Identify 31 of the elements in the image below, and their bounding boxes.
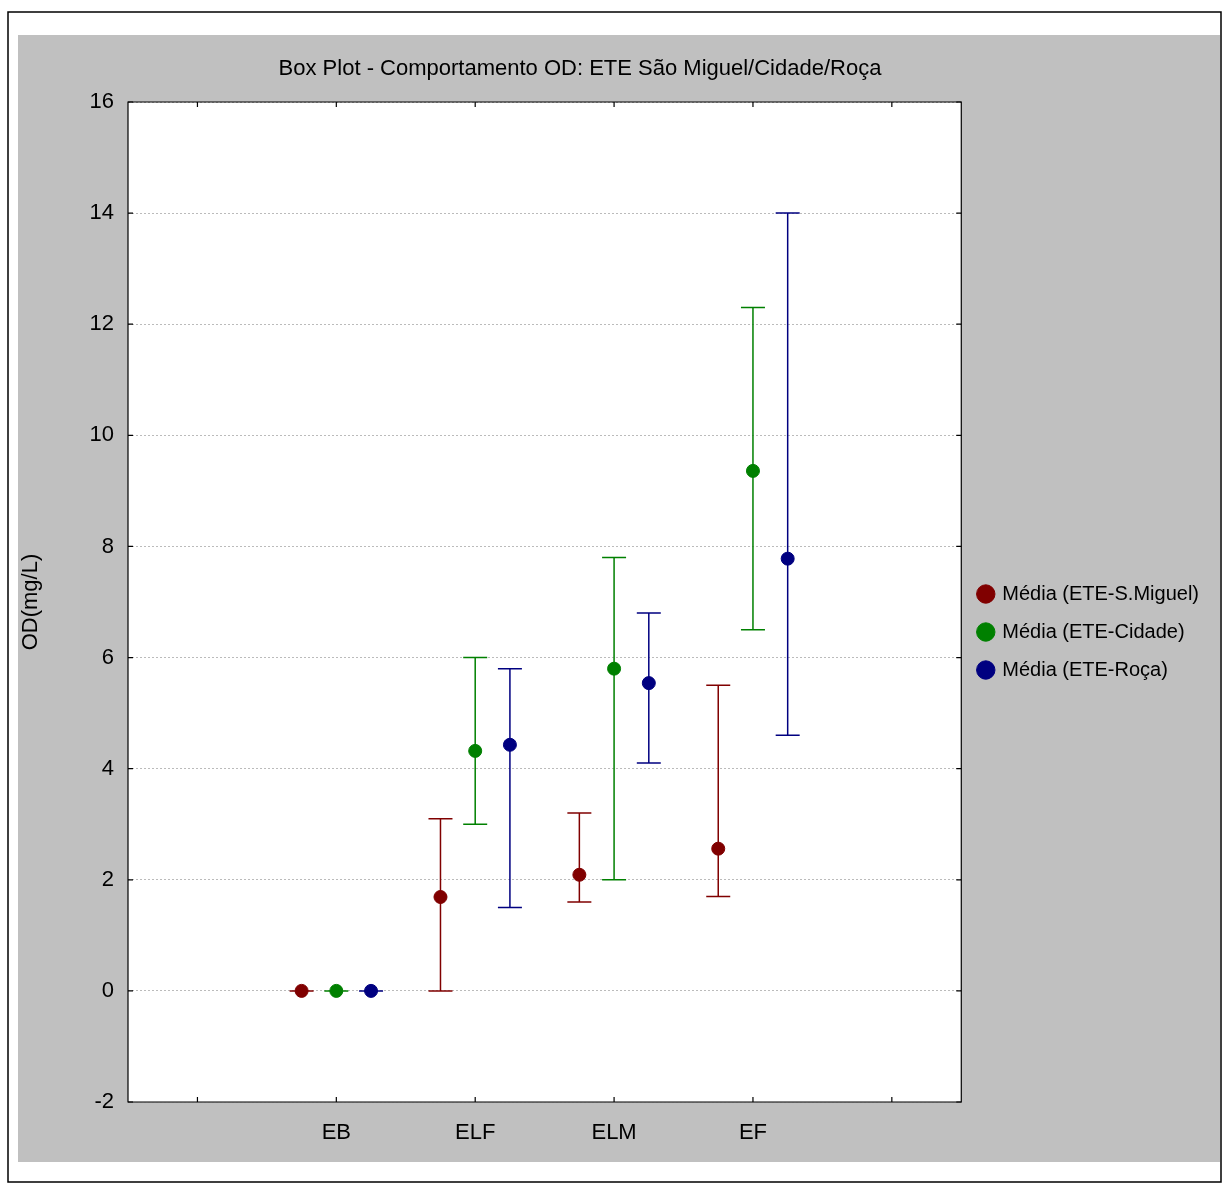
x-tick-label: EF	[738, 1119, 768, 1145]
y-tick-label: 14	[89, 199, 114, 225]
point	[468, 743, 483, 758]
x-tick-label: EB	[321, 1119, 351, 1145]
y-tick-label: 8	[101, 532, 114, 558]
y-tick-label: -2	[94, 1088, 114, 1114]
y-tick-label: 12	[89, 310, 114, 336]
y-tick-label: 10	[89, 421, 114, 447]
point	[364, 983, 379, 998]
y-tick-label: 16	[89, 88, 114, 114]
y-tick-label: 0	[101, 976, 114, 1002]
point	[745, 463, 760, 478]
chart-title: Box Plot - Comportamento OD: ETE São Miguel/Cidade/Roça	[278, 55, 883, 81]
point	[607, 661, 622, 676]
point	[780, 551, 795, 566]
point	[329, 983, 344, 998]
legend-label: Média (ETE-Cidade)	[1002, 619, 1185, 642]
point	[433, 890, 448, 904]
y-tick-label: 4	[101, 754, 114, 780]
point	[572, 867, 587, 882]
point	[641, 676, 656, 691]
legend-label: Média (ETE-Roça)	[1002, 657, 1168, 680]
y-tick-label: 6	[101, 643, 114, 669]
x-tick-label: ELF	[455, 1119, 496, 1145]
y-tick-label: 2	[101, 865, 114, 891]
point	[711, 841, 726, 856]
x-tick-label: ELM	[591, 1119, 637, 1145]
legend-label: Média (ETE-S.Miguel)	[1002, 581, 1199, 604]
point	[294, 983, 309, 998]
point	[502, 737, 517, 752]
y-axis-title: OD(mg/L)	[17, 553, 43, 651]
